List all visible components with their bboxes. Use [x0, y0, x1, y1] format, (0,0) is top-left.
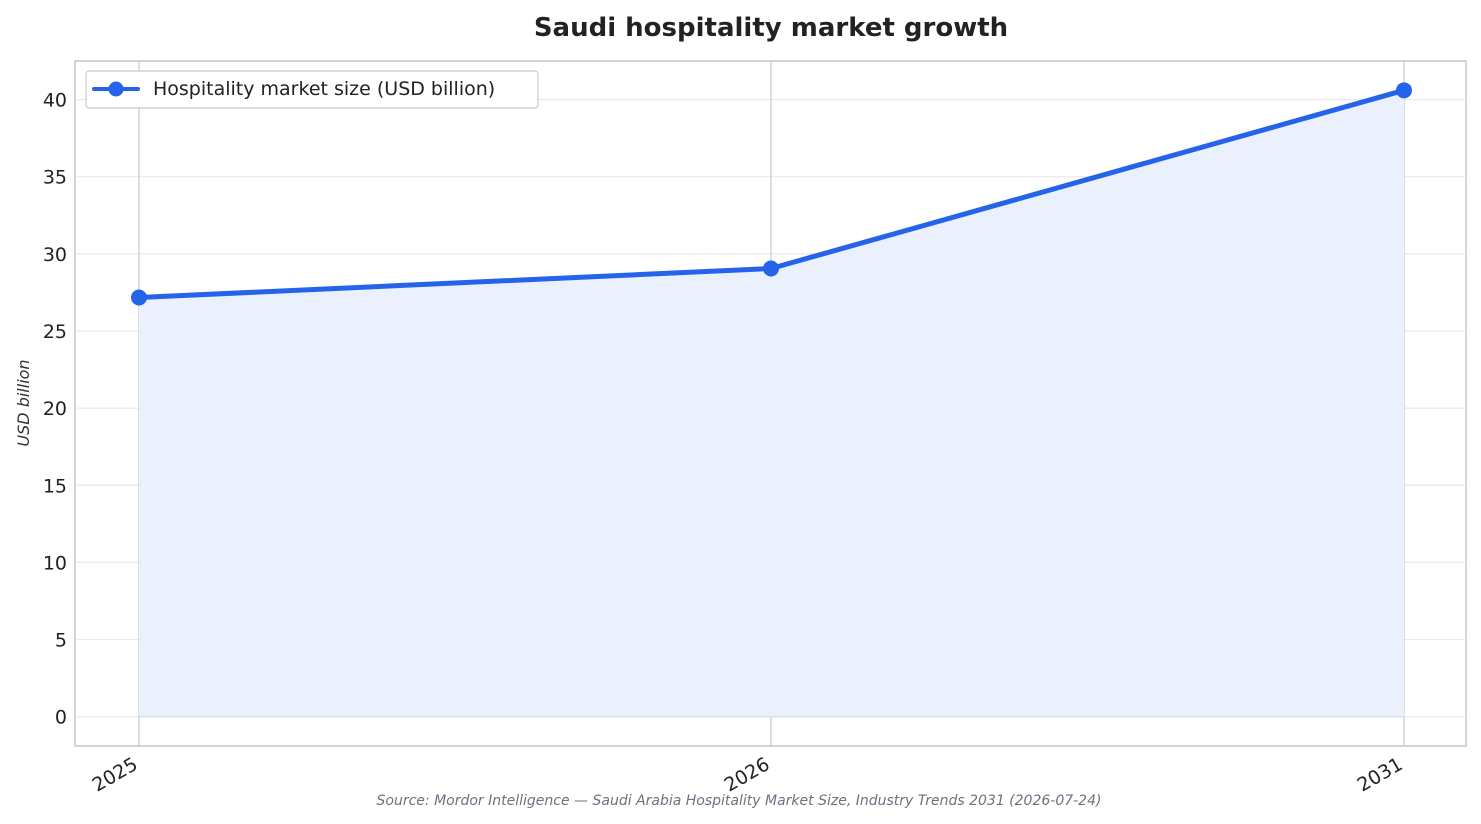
x-tick-label: 2026: [721, 753, 774, 796]
y-axis-ticks: 0 5 10 15 20 25 30 35 40: [43, 90, 67, 729]
source-note: Source: Mordor Intelligence — Saudi Arab…: [377, 793, 1102, 809]
legend: Hospitality market size (USD billion): [85, 70, 539, 109]
area-fill: [139, 90, 1404, 717]
y-tick-label: 15: [43, 475, 67, 497]
y-axis-label: USD billion: [14, 359, 33, 446]
plot-area: [74, 60, 1467, 747]
x-tick-label: 2031: [1354, 753, 1407, 796]
y-tick-label: 0: [55, 707, 67, 729]
chart-title: Saudi hospitality market growth: [534, 13, 1008, 43]
y-tick-label: 30: [43, 244, 67, 266]
data-point-2031: [1396, 82, 1412, 99]
y-tick-label: 35: [43, 167, 67, 189]
legend-label: Hospitality market size (USD billion): [153, 78, 495, 100]
y-tick-label: 40: [43, 90, 67, 112]
x-axis-ticks: 2025 2026 2031: [89, 753, 1407, 796]
y-tick-label: 25: [43, 321, 67, 343]
legend-marker-swatch: [108, 81, 124, 97]
legend-box: [85, 70, 539, 109]
series-points-layer: [131, 82, 1412, 306]
x-tick-label: 2025: [89, 753, 142, 796]
y-tick-label: 20: [43, 398, 67, 420]
area-fill-layer: [139, 90, 1404, 718]
data-point-2026: [763, 260, 779, 277]
y-tick-label: 5: [55, 630, 67, 652]
y-tick-label: 10: [43, 552, 67, 574]
data-point-2025: [131, 289, 147, 306]
